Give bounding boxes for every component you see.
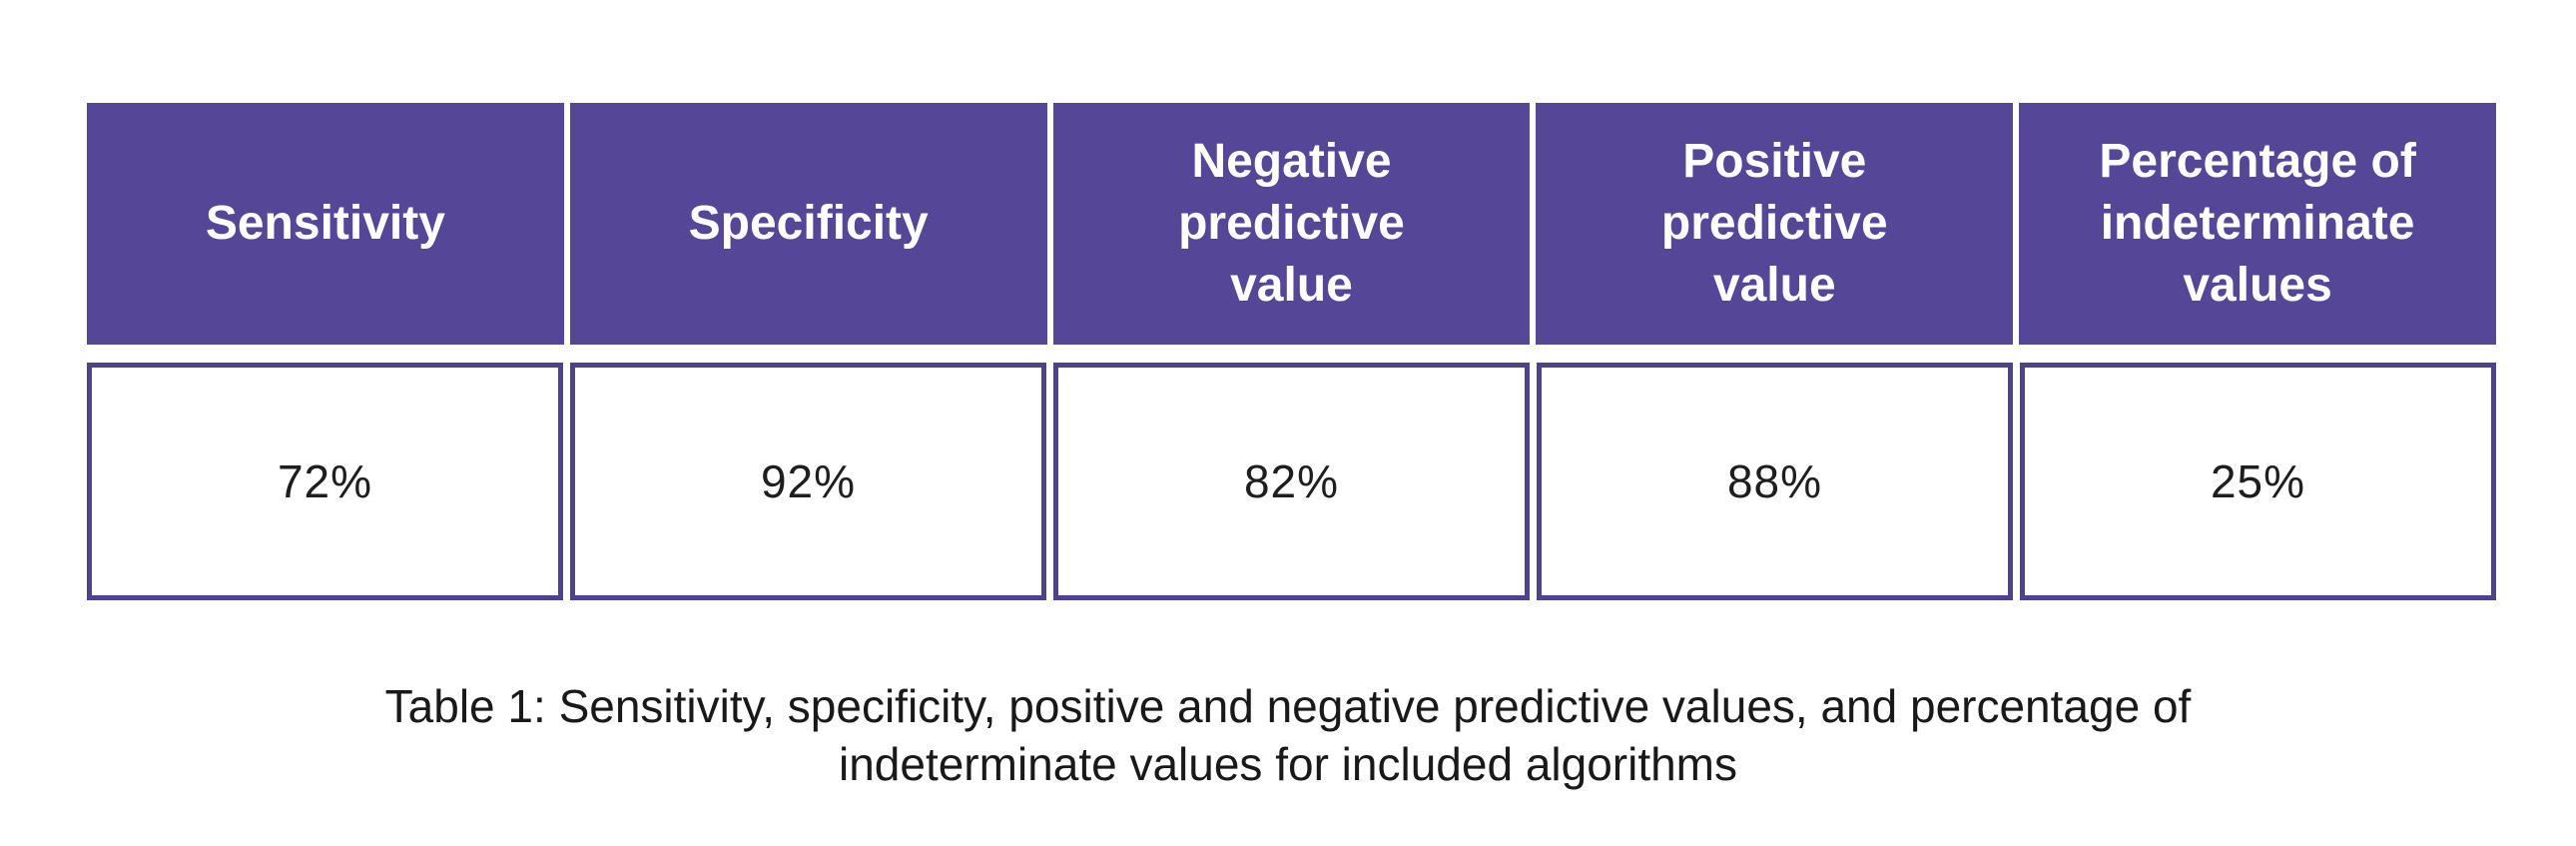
header-label-negative-predictive-value: Negative predictive value bbox=[1178, 135, 1405, 312]
header-cell-sensitivity: Sensitivity bbox=[87, 103, 564, 345]
caption-line-2: indeterminate values for included algori… bbox=[838, 738, 1738, 790]
value-cell-positive-predictive-value: 88% bbox=[1537, 363, 2013, 600]
metrics-table: Sensitivity Specificity Negative predict… bbox=[87, 103, 2496, 600]
table-header-row: Sensitivity Specificity Negative predict… bbox=[87, 103, 2496, 345]
header-cell-negative-predictive-value: Negative predictive value bbox=[1052, 103, 1531, 345]
header-cell-specificity: Specificity bbox=[569, 103, 1047, 345]
value-cell-negative-predictive-value: 82% bbox=[1053, 363, 1530, 600]
caption-line-1: Table 1: Sensitivity, specificity, posit… bbox=[384, 680, 2192, 732]
header-label-sensitivity: Sensitivity bbox=[205, 197, 445, 250]
table-value-row: 72% 92% 82% 88% 25% bbox=[87, 363, 2496, 600]
header-cell-positive-predictive-value: Positive predictive value bbox=[1536, 103, 2014, 345]
table-caption: Table 1: Sensitivity, specificity, posit… bbox=[0, 677, 2576, 793]
value-cell-sensitivity: 72% bbox=[87, 363, 563, 600]
header-label-positive-predictive-value: Positive predictive value bbox=[1660, 135, 1888, 312]
value-cell-indeterminate-values: 25% bbox=[2020, 363, 2496, 600]
value-specificity: 92% bbox=[760, 455, 857, 507]
header-cell-indeterminate-values: Percentage of indeterminate values bbox=[2019, 103, 2496, 345]
value-positive-predictive-value: 88% bbox=[1726, 455, 1823, 507]
header-label-indeterminate-values: Percentage of indeterminate values bbox=[2099, 135, 2416, 312]
value-cell-specificity: 92% bbox=[570, 363, 1046, 600]
header-label-specificity: Specificity bbox=[688, 197, 929, 250]
value-negative-predictive-value: 82% bbox=[1243, 455, 1340, 507]
value-sensitivity: 72% bbox=[277, 455, 373, 507]
value-indeterminate-values: 25% bbox=[2210, 455, 2306, 507]
